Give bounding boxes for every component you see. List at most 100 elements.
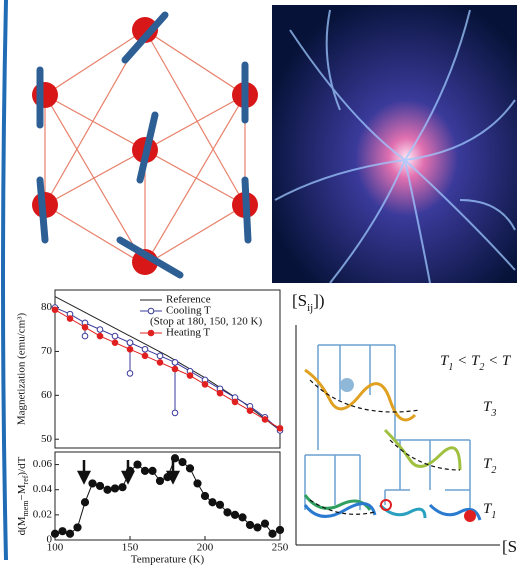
label-part: T — [440, 353, 450, 369]
data-point — [81, 324, 89, 331]
data-point — [156, 359, 164, 366]
y-tick-label: 0 — [47, 534, 53, 546]
legend-marker — [147, 329, 155, 337]
data-point — [88, 479, 97, 488]
data-point — [261, 416, 269, 423]
label-part: T — [483, 501, 493, 517]
data-point — [58, 527, 67, 536]
label-part: ij — [307, 302, 313, 314]
data-point — [260, 519, 270, 528]
neuron-branches — [274, 9, 516, 284]
data-point — [245, 520, 255, 530]
data-point — [50, 529, 60, 538]
data-point — [275, 525, 285, 535]
data-point — [95, 481, 105, 491]
legend-note: (Stop at 180, 150, 120 K) — [150, 316, 262, 328]
label-part: ]) — [313, 291, 324, 310]
data-point — [171, 409, 179, 417]
data-point — [126, 339, 134, 346]
x-axis-label: Temperature (K) — [131, 554, 205, 566]
data-point — [216, 389, 224, 397]
data-point — [126, 345, 134, 353]
data-point — [111, 332, 119, 340]
tree — [304, 344, 471, 510]
data-point — [223, 508, 232, 517]
label-part: d(M — [16, 516, 28, 535]
plot-frame — [54, 289, 281, 449]
y-tick-label: 0.02 — [33, 508, 52, 520]
legend-marker — [147, 307, 155, 315]
data-point — [126, 370, 134, 377]
label-part: < T — [484, 353, 512, 369]
x-tick-label: 200 — [197, 542, 214, 554]
legend-label: Heating T — [166, 327, 210, 339]
legend-label: Reference — [166, 294, 211, 306]
data-point — [231, 398, 239, 406]
data-point — [253, 523, 262, 532]
state-ring — [380, 499, 392, 511]
level-label: T2 — [483, 456, 496, 475]
landscape — [303, 368, 482, 521]
data-point — [238, 513, 247, 522]
label-part: 3 — [490, 408, 496, 419]
x-tick-label: 150 — [122, 542, 139, 554]
arrow — [120, 460, 136, 485]
level-label: T1 — [483, 501, 496, 520]
data-point — [276, 424, 284, 432]
plot-frame — [54, 451, 281, 541]
x-tick-label: 250 — [272, 542, 289, 554]
label-part: < T — [453, 353, 481, 369]
label-part: 2 — [491, 465, 496, 476]
label-part: T — [483, 456, 493, 472]
spin-arrows — [36, 11, 252, 279]
y-tick-label: 0.04 — [33, 483, 53, 495]
label-part: )/dT — [16, 456, 28, 475]
data-point — [133, 460, 142, 469]
y-tick-label: 50 — [41, 433, 53, 445]
data-point — [81, 332, 89, 340]
neuron-image — [272, 5, 517, 283]
y-tick-label: 70 — [41, 345, 53, 357]
label-part: 1 — [448, 362, 453, 373]
data-point — [171, 359, 179, 366]
data-point — [96, 326, 104, 333]
data-point — [110, 484, 120, 493]
data-point — [215, 500, 225, 509]
data-point — [171, 365, 179, 373]
level-label: T3 — [483, 399, 496, 418]
data-point — [73, 523, 82, 532]
data-point — [193, 479, 202, 488]
data-point — [208, 498, 217, 507]
data-point — [148, 466, 157, 475]
data-point — [246, 407, 254, 414]
charts: 50 60 70 80 Magnetization (emu/cm³) Reference… — [16, 294, 289, 566]
label-part: 1 — [491, 510, 496, 521]
label-part: [S — [292, 291, 307, 310]
axis-label: [S — [502, 537, 517, 556]
y-tick-label: 0.06 — [33, 458, 53, 470]
data-point — [268, 529, 277, 538]
data-point — [230, 510, 240, 519]
data-point — [51, 306, 59, 314]
y-tick-label: 80 — [41, 301, 53, 313]
state-label: [Sij]) — [292, 291, 325, 314]
y-axis-label: Magnetization (emu/cm³) — [16, 312, 28, 425]
label-part: −M — [16, 484, 28, 500]
data-point — [178, 457, 187, 467]
x-tick-label: 100 — [47, 542, 64, 554]
arrow — [165, 460, 181, 485]
data-point — [200, 491, 210, 501]
data-point — [80, 498, 90, 507]
data-point — [141, 352, 149, 360]
data-point — [156, 352, 164, 360]
series-line — [54, 457, 281, 535]
order-label: T1 < T2 < T — [440, 353, 512, 372]
arrow — [76, 460, 92, 485]
data-point — [186, 372, 194, 379]
label-part: mem — [21, 500, 30, 517]
data-point — [65, 529, 75, 538]
label-part: T — [483, 399, 493, 415]
data-point — [155, 476, 165, 486]
data-point — [103, 485, 112, 494]
